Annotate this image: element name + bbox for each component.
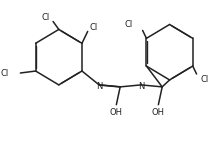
Text: OH: OH <box>110 108 123 117</box>
Text: Cl: Cl <box>90 23 98 32</box>
Text: Cl: Cl <box>1 69 9 78</box>
Text: N: N <box>96 82 102 91</box>
Text: Cl: Cl <box>125 20 133 29</box>
Text: OH: OH <box>152 108 165 117</box>
Text: N: N <box>138 82 144 91</box>
Text: Cl: Cl <box>200 75 209 85</box>
Text: Cl: Cl <box>42 13 50 22</box>
